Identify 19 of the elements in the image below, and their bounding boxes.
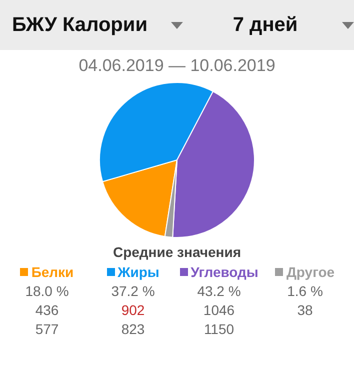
legend-label: Другое — [286, 264, 335, 280]
data-label: 1.6 % — [286, 283, 324, 299]
chart-title: БЖУ Калории — [12, 14, 148, 36]
legend-label: Жиры — [118, 264, 160, 280]
data-label: 18.0 % — [24, 283, 70, 299]
text: 1150 — [202, 321, 236, 337]
text: Средние значения — [112, 244, 242, 260]
legend-label: Углеводы — [190, 264, 258, 280]
legend-label: Белки — [31, 264, 74, 280]
text: 823 — [120, 321, 146, 337]
data-label: 37.2 % — [110, 283, 156, 299]
chart-subtitle: 04.06.2019 — 10.06.2019 — [78, 56, 276, 76]
data-label: 43.2 % — [196, 283, 242, 299]
text: 38 — [296, 302, 314, 318]
text: 902 — [120, 302, 146, 318]
text: 577 — [34, 321, 60, 337]
text: 1046 — [202, 302, 236, 318]
text: 436 — [34, 302, 60, 318]
text: 7 дней — [232, 14, 299, 36]
